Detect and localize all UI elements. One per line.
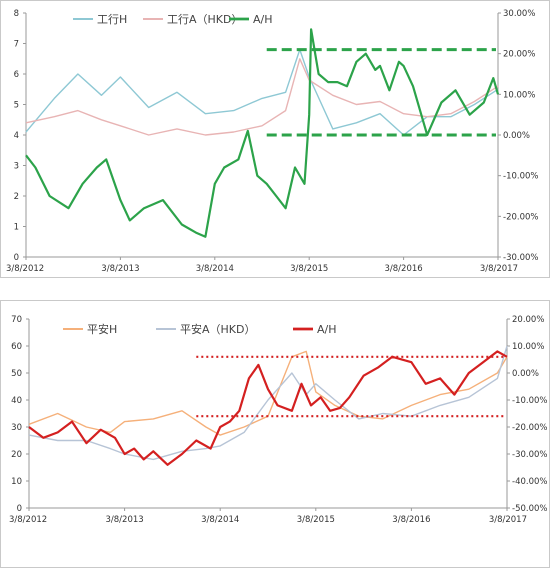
- series-line-0: [25, 48, 499, 136]
- left-tick-label: 0: [17, 504, 22, 514]
- series-line-2: [28, 350, 508, 466]
- right-tick-label: 10.00%: [503, 90, 535, 100]
- left-tick-label: 20: [11, 450, 22, 460]
- left-tick-label: 10: [11, 477, 22, 487]
- left-tick-label: 0: [14, 253, 19, 263]
- right-tick-label: -30.00%: [503, 253, 538, 263]
- x-tick-label: 3/8/2016: [385, 264, 423, 274]
- x-tick-label: 3/8/2012: [9, 515, 47, 525]
- left-tick-label: 6: [14, 70, 19, 80]
- x-tick-label: 3/8/2012: [6, 264, 44, 274]
- x-tick-label: 3/8/2017: [480, 264, 518, 274]
- x-tick-label: 3/8/2014: [201, 515, 239, 525]
- right-tick-label: 10.00%: [512, 342, 544, 352]
- left-tick-label: 30: [11, 423, 22, 433]
- bottom-chart-panel: 0 10 20 30 40 50 60 70 -50.00% -40.00% -30.00% -20.…: [0, 300, 550, 568]
- right-tick-label: -20.00%: [503, 212, 538, 222]
- left-tick-label: 4: [14, 131, 19, 141]
- series-line-1: [28, 345, 508, 461]
- left-tick-label: 3: [14, 162, 19, 172]
- x-tick-label: 3/8/2017: [489, 515, 527, 525]
- left-tick-label: 70: [11, 315, 22, 325]
- left-tick-label: 8: [14, 9, 19, 19]
- series-line-2: [25, 28, 500, 238]
- left-tick-label: 40: [11, 396, 22, 406]
- series-line-1: [25, 58, 499, 136]
- right-tick-label: 0.00%: [512, 369, 539, 379]
- right-tick-label: -20.00%: [512, 423, 547, 433]
- left-tick-label: 1: [14, 223, 19, 233]
- right-tick-label: 20.00%: [503, 50, 535, 60]
- x-tick-label: 3/8/2013: [101, 264, 139, 274]
- legend-label: A/H: [253, 13, 273, 26]
- right-tick-label: -30.00%: [512, 450, 547, 460]
- top-chart: 0 1 2 3 4 5 6 7 8 -30.00% -20.00% -10.00% 0.00% 10.00…: [6, 9, 538, 274]
- bottom-chart: 0 10 20 30 40 50 60 70 -50.00% -40.00% -30.00% -20.…: [9, 315, 547, 525]
- x-tick-label: 3/8/2015: [290, 264, 328, 274]
- right-tick-label: -40.00%: [512, 477, 547, 487]
- left-tick-label: 50: [11, 369, 22, 379]
- legend-label: A/H: [317, 323, 337, 336]
- x-tick-label: 3/8/2013: [106, 515, 144, 525]
- left-tick-label: 7: [14, 40, 19, 50]
- top-chart-panel: 0 1 2 3 4 5 6 7 8 -30.00% -20.00% -10.00% 0.00% 10.00…: [0, 0, 550, 278]
- legend-label: 平安H: [87, 322, 117, 336]
- x-tick-label: 3/8/2014: [196, 264, 234, 274]
- right-tick-label: 20.00%: [512, 315, 544, 325]
- right-tick-label: 0.00%: [503, 131, 530, 141]
- series-line-0: [28, 350, 508, 436]
- legend-label: 工行A（HKD）: [167, 13, 242, 26]
- left-tick-label: 2: [14, 192, 19, 202]
- left-tick-label: 60: [11, 342, 22, 352]
- x-tick-label: 3/8/2015: [297, 515, 335, 525]
- right-tick-label: -10.00%: [503, 172, 538, 182]
- right-tick-label: 30.00%: [503, 9, 535, 19]
- left-tick-label: 5: [14, 101, 19, 111]
- legend-label: 工行H: [97, 13, 127, 26]
- legend-label: 平安A（HKD）: [180, 322, 255, 336]
- x-tick-label: 3/8/2016: [392, 515, 430, 525]
- right-tick-label: -50.00%: [512, 504, 547, 514]
- right-tick-label: -10.00%: [512, 396, 547, 406]
